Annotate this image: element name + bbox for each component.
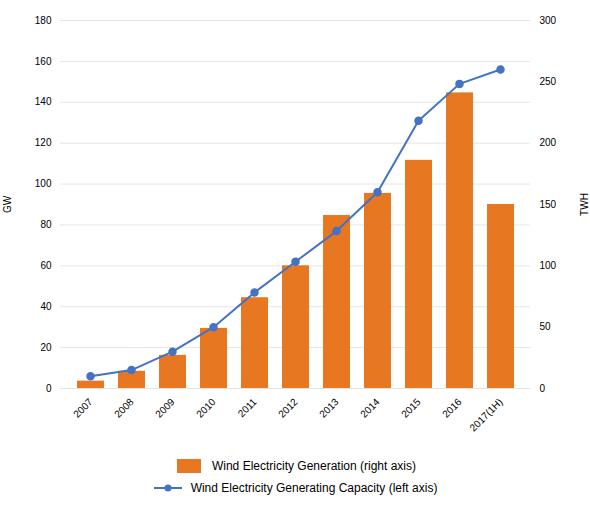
svg-text:50: 50 <box>540 321 552 332</box>
svg-text:150: 150 <box>540 199 557 210</box>
svg-text:2008: 2008 <box>112 396 136 420</box>
svg-text:200: 200 <box>540 137 557 148</box>
svg-text:140: 140 <box>35 96 52 107</box>
svg-text:100: 100 <box>540 260 557 271</box>
svg-text:2014: 2014 <box>358 396 382 420</box>
svg-text:2016: 2016 <box>440 396 464 420</box>
svg-text:180: 180 <box>35 15 52 26</box>
svg-text:GW: GW <box>2 195 13 213</box>
svg-text:2009: 2009 <box>153 396 177 420</box>
svg-text:2007: 2007 <box>71 396 95 420</box>
svg-text:120: 120 <box>35 137 52 148</box>
svg-text:2013: 2013 <box>317 396 341 420</box>
svg-text:300: 300 <box>540 15 557 26</box>
svg-text:2010: 2010 <box>194 396 218 420</box>
svg-text:2011: 2011 <box>236 396 259 419</box>
svg-text:0: 0 <box>540 383 546 394</box>
svg-text:80: 80 <box>40 219 52 230</box>
svg-text:2015: 2015 <box>399 396 423 420</box>
svg-text:TWH: TWH <box>579 193 590 216</box>
svg-text:100: 100 <box>35 178 52 189</box>
svg-text:160: 160 <box>35 56 52 67</box>
svg-text:0: 0 <box>46 383 52 394</box>
svg-text:250: 250 <box>540 76 557 87</box>
html-text:Wind Electricity Generating Ca: Wind Electricity Generating Capacity (le… <box>190 481 438 495</box>
svg-text:2012: 2012 <box>276 396 300 420</box>
svg-text:40: 40 <box>40 301 52 312</box>
html-text:Wind Electricity Generation (r: Wind Electricity Generation (right axis) <box>212 459 416 473</box>
svg-text:2017(1H): 2017(1H) <box>467 396 504 433</box>
svg-text:60: 60 <box>40 260 52 271</box>
svg-text:20: 20 <box>40 342 52 353</box>
